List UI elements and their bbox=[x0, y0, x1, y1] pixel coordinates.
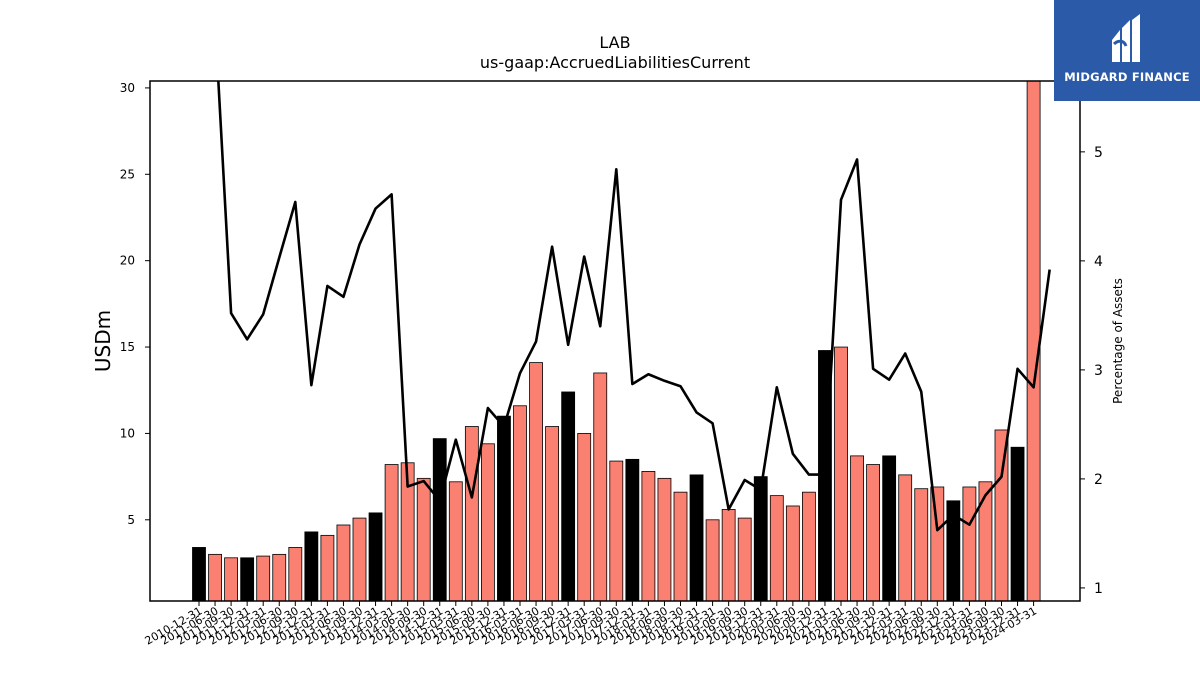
logo-icon bbox=[1112, 14, 1140, 62]
bar bbox=[384, 464, 399, 602]
percentage-line bbox=[217, 81, 1051, 532]
bar bbox=[753, 476, 768, 602]
y2-axis-label: Percentage of Assets bbox=[1111, 278, 1125, 404]
bar bbox=[464, 426, 479, 602]
y-tick-label: 30 bbox=[120, 81, 135, 95]
percentage-line-series bbox=[217, 81, 1051, 532]
bar bbox=[737, 517, 752, 602]
plot-frame bbox=[149, 80, 1081, 602]
y-axis-left: 5 10 15 20 25 30 bbox=[120, 81, 150, 527]
bar bbox=[898, 474, 913, 602]
bar bbox=[962, 486, 977, 602]
bar bbox=[930, 486, 945, 602]
bar bbox=[802, 491, 816, 602]
y2-tick-label: 4 bbox=[1094, 254, 1103, 270]
bar bbox=[641, 471, 656, 602]
y-tick-label: 5 bbox=[127, 513, 135, 527]
y-tick-label: 20 bbox=[120, 254, 135, 268]
bar bbox=[561, 391, 576, 602]
chart-subtitle: us-gaap:AccruedLiabilitiesCurrent bbox=[480, 53, 750, 72]
bar bbox=[272, 553, 287, 602]
y-tick-label: 10 bbox=[120, 426, 135, 440]
bar bbox=[1010, 446, 1025, 602]
bar bbox=[448, 481, 463, 602]
bar bbox=[673, 491, 688, 602]
bar bbox=[224, 557, 239, 602]
bar bbox=[545, 426, 559, 602]
bar bbox=[609, 460, 624, 602]
bar bbox=[657, 477, 672, 602]
bar bbox=[529, 362, 543, 602]
bar bbox=[769, 495, 784, 602]
bar bbox=[513, 405, 527, 602]
x-axis: 2010-12-312011-06-302011-09-302011-12-31… bbox=[143, 601, 1039, 648]
chart-title: LAB bbox=[599, 33, 630, 52]
logo-text: MIDGARD FINANCE bbox=[1064, 70, 1190, 84]
bar bbox=[850, 455, 864, 602]
bar bbox=[834, 346, 848, 602]
bar bbox=[625, 458, 640, 602]
bar bbox=[914, 488, 929, 602]
y2-tick-label: 2 bbox=[1094, 472, 1103, 488]
bar bbox=[497, 415, 511, 602]
bar bbox=[689, 474, 704, 602]
bar bbox=[1026, 80, 1041, 602]
bar bbox=[304, 531, 319, 602]
y2-tick-label: 5 bbox=[1094, 145, 1103, 161]
bar bbox=[994, 429, 1009, 602]
bar bbox=[192, 547, 206, 602]
brand-logo: MIDGARD FINANCE bbox=[1054, 0, 1200, 101]
bar bbox=[593, 372, 608, 602]
bar bbox=[866, 464, 880, 602]
bar bbox=[705, 519, 720, 602]
bar bbox=[368, 512, 383, 602]
bar bbox=[785, 505, 800, 602]
y2-tick-label: 3 bbox=[1094, 363, 1103, 379]
bar bbox=[288, 547, 303, 602]
bar bbox=[336, 524, 351, 602]
y2-tick-label: 1 bbox=[1094, 581, 1103, 597]
bar bbox=[208, 553, 222, 602]
bar bbox=[577, 433, 592, 602]
y-axis-right: 1 2 3 4 5 bbox=[1080, 145, 1103, 597]
bar bbox=[240, 557, 255, 602]
bar bbox=[978, 481, 993, 602]
bar bbox=[352, 517, 367, 602]
bar bbox=[256, 555, 271, 602]
bar bbox=[480, 443, 495, 602]
bar bbox=[882, 455, 897, 602]
y-tick-label: 25 bbox=[120, 167, 135, 181]
bar bbox=[320, 534, 335, 602]
bar bbox=[432, 438, 447, 602]
y-tick-label: 15 bbox=[120, 340, 135, 354]
y-axis-label: USDm bbox=[91, 310, 115, 372]
bar bbox=[721, 509, 736, 602]
bar bbox=[416, 477, 431, 602]
